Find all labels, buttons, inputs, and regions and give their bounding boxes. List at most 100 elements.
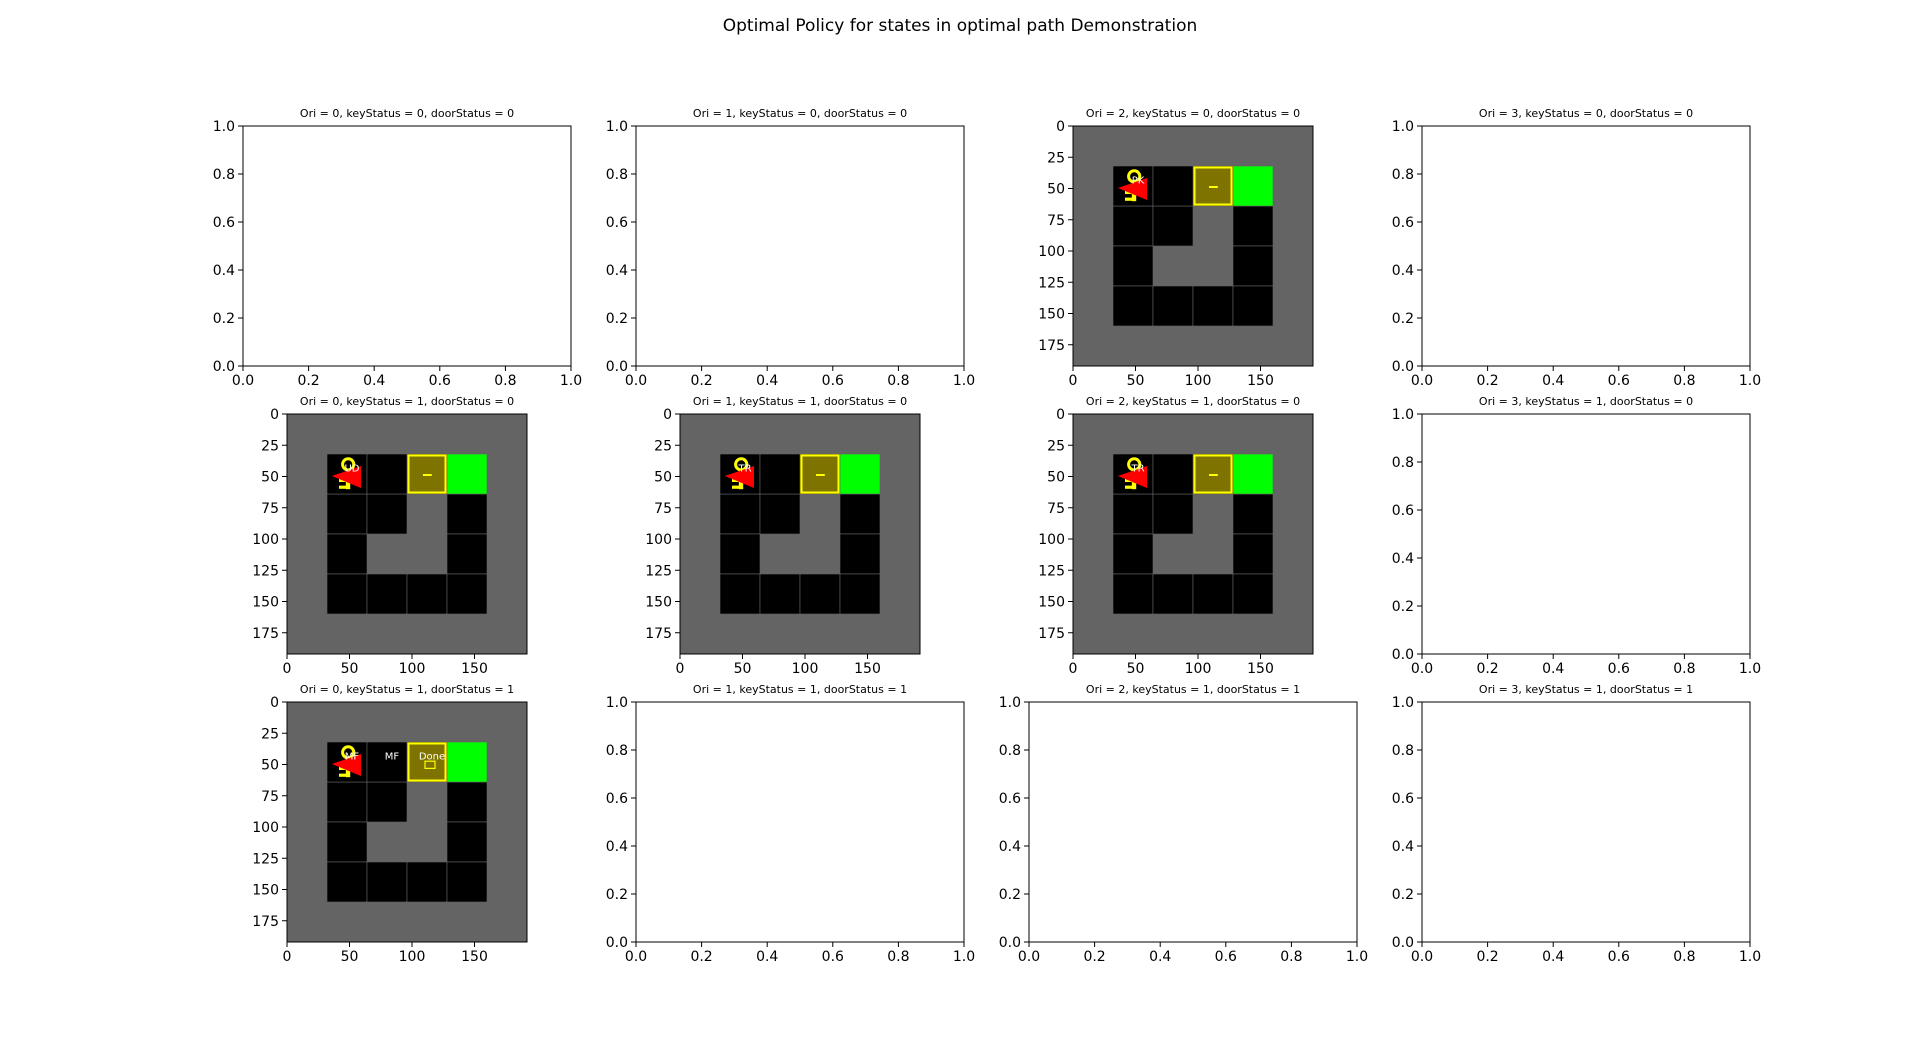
y-tick-label: 0.2: [1392, 887, 1414, 903]
y-tick-label: 150: [252, 595, 279, 611]
agent-marker: [331, 466, 361, 488]
axes-frame: [1421, 125, 1751, 367]
axes-background: [1422, 702, 1750, 942]
y-tick-label: 175: [1038, 338, 1065, 354]
x-tick-label: 1.0: [953, 949, 975, 965]
y-tick-label: 0.4: [213, 263, 235, 279]
x-tick-label: 100: [1185, 661, 1212, 677]
x-tick-label: 0: [283, 661, 292, 677]
y-tick-label: 175: [252, 626, 279, 642]
subplot-1-4: Ori = 3, keyStatus = 0, doorStatus = 0 0.…: [1392, 107, 1761, 389]
action-label: TR: [1130, 464, 1144, 475]
subplot-title: Ori = 2, keyStatus = 1, doorStatus = 0: [1086, 395, 1300, 408]
axes-background: [636, 702, 964, 942]
key-tooth: [1125, 485, 1133, 489]
subplot-2-4: Ori = 3, keyStatus = 1, doorStatus = 0 0.…: [1392, 395, 1761, 677]
wall-cell: [446, 821, 488, 863]
subplot-title: Ori = 0, keyStatus = 1, doorStatus = 0: [300, 395, 514, 408]
y-tick-label: 1.0: [606, 695, 628, 711]
y-tick-label: 50: [261, 470, 279, 486]
wall-cell: [446, 493, 488, 535]
wall-cell: [446, 861, 488, 903]
y-tick-label: 0.4: [606, 263, 628, 279]
subplot-3-3: Ori = 2, keyStatus = 1, doorStatus = 1 0.…: [999, 683, 1368, 965]
y-tick-label: 0.0: [606, 935, 628, 951]
axes-background: [1422, 126, 1750, 366]
x-tick-label: 100: [1185, 373, 1212, 389]
x-tick-label: 1.0: [1346, 949, 1368, 965]
axes-frame: [1072, 125, 1314, 367]
axes-frame: [1028, 701, 1358, 943]
y-tick-label: 0.2: [1392, 599, 1414, 615]
x-tick-label: 0.0: [1411, 661, 1433, 677]
subplot-2-2: Ori = 1, keyStatus = 1, doorStatus = 0 TR…: [645, 395, 921, 677]
y-tick-label: 125: [1038, 275, 1065, 291]
wall-cell: [366, 453, 408, 495]
agent-marker: [724, 466, 754, 488]
door-frame: [407, 454, 447, 494]
wall-cell: [1232, 245, 1274, 287]
wall-cell: [1192, 573, 1234, 615]
wall-cell: [326, 493, 368, 535]
wall-cell: [839, 493, 881, 535]
y-tick-label: 75: [1047, 213, 1065, 229]
axes-background: [1422, 414, 1750, 654]
goal-cell: [839, 453, 881, 495]
goal-cell: [1232, 453, 1274, 495]
subplot-title: Ori = 1, keyStatus = 1, doorStatus = 0: [693, 395, 907, 408]
subplot-3-1: Ori = 0, keyStatus = 1, doorStatus = 1 MF…: [252, 683, 528, 965]
y-tick-label: 1.0: [1392, 119, 1414, 135]
subplot-3-4: Ori = 3, keyStatus = 1, doorStatus = 1 0.…: [1392, 683, 1761, 965]
x-tick-label: 150: [854, 661, 881, 677]
x-tick-label: 0.6: [822, 949, 844, 965]
axes-frame: [635, 125, 965, 367]
y-tick-label: 0.0: [606, 359, 628, 375]
wall-cell: [1152, 285, 1194, 327]
subplot-title: Ori = 3, keyStatus = 0, doorStatus = 0: [1479, 107, 1693, 120]
y-tick-label: 0.8: [1392, 455, 1414, 471]
x-tick-label: 0.2: [1476, 373, 1498, 389]
y-tick-label: 0.4: [1392, 551, 1414, 567]
y-tick-label: 0.2: [999, 887, 1021, 903]
y-tick-label: 0.4: [1392, 839, 1414, 855]
subplot-title: Ori = 1, keyStatus = 1, doorStatus = 1: [693, 683, 907, 696]
wall-cell: [759, 493, 801, 535]
door-handle: [816, 474, 825, 476]
x-tick-label: 50: [1127, 373, 1145, 389]
wall-cell: [1112, 285, 1154, 327]
subplot-1-1: Ori = 0, keyStatus = 0, doorStatus = 0 0.…: [213, 107, 582, 389]
wall-cell: [1232, 573, 1274, 615]
wall-cell: [1152, 205, 1194, 247]
wall-cell: [719, 573, 761, 615]
y-tick-label: 100: [252, 532, 279, 548]
wall-cell: [1152, 493, 1194, 535]
y-tick-label: 0.8: [999, 743, 1021, 759]
x-tick-label: 0.8: [887, 373, 909, 389]
wall-cell: [1112, 493, 1154, 535]
wall-cell: [1232, 533, 1274, 575]
y-tick-label: 50: [1047, 470, 1065, 486]
wall-cell: [1232, 285, 1274, 327]
axes-frame: [1421, 413, 1751, 655]
axes-background: [1029, 702, 1357, 942]
wall-cell: [446, 781, 488, 823]
door-handle: [1209, 474, 1218, 476]
y-tick-label: 0.2: [213, 311, 235, 327]
y-tick-label: 25: [1047, 150, 1065, 166]
axes-frame: [1072, 413, 1314, 655]
wall-cell: [446, 533, 488, 575]
wall-cell: [839, 533, 881, 575]
door-frame: [407, 742, 447, 782]
y-tick-label: 0: [663, 407, 672, 423]
x-tick-label: 100: [792, 661, 819, 677]
x-tick-label: 0.4: [1149, 949, 1171, 965]
subplot-title: Ori = 2, keyStatus = 0, doorStatus = 0: [1086, 107, 1300, 120]
y-tick-label: 125: [252, 563, 279, 579]
agent-marker: [331, 754, 361, 776]
wall-cell: [366, 781, 408, 823]
y-tick-label: 25: [654, 438, 672, 454]
axes-background: [243, 126, 571, 366]
y-tick-label: 100: [252, 820, 279, 836]
wall-cell: [1192, 285, 1234, 327]
